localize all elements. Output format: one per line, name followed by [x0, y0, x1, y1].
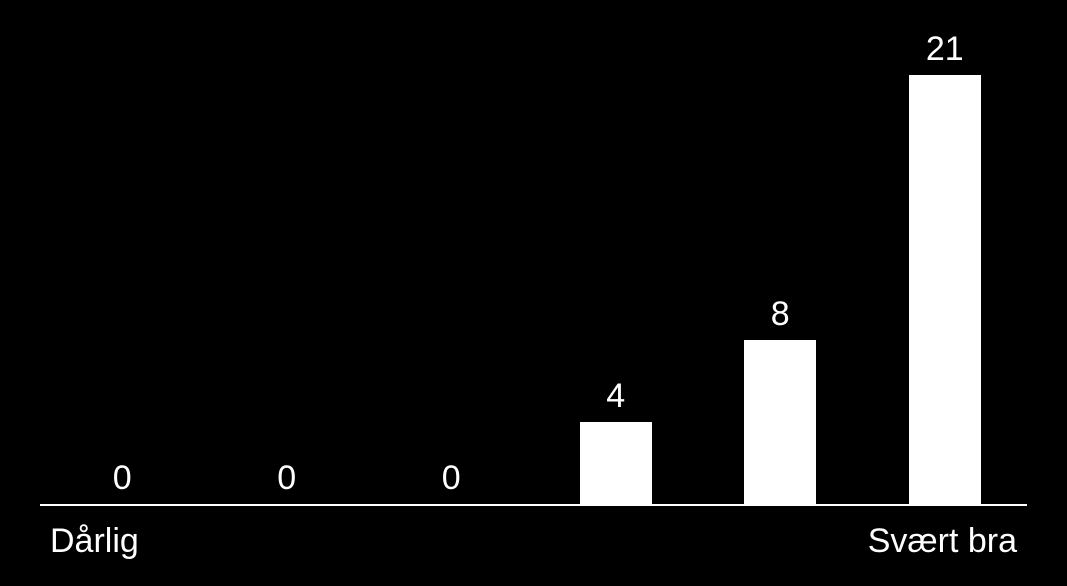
bar-rect [909, 75, 981, 504]
bar-value-label: 4 [606, 377, 625, 416]
bar-slot: 0 [369, 30, 534, 504]
bar-slot: 4 [534, 30, 699, 504]
bar-slot: 21 [863, 30, 1028, 504]
x-axis-labels: Dårlig Svært bra [40, 516, 1027, 566]
bar-chart: 0 0 0 4 8 21 Dårlig Svært bra [0, 0, 1067, 586]
bar-value-label: 21 [926, 30, 964, 69]
bar-value-label: 8 [771, 295, 790, 334]
x-axis-line [40, 504, 1027, 506]
bar-slot: 0 [205, 30, 370, 504]
x-axis-label-right: Svært bra [868, 522, 1017, 561]
bar-value-label: 0 [277, 459, 296, 498]
plot-area: 0 0 0 4 8 21 [40, 30, 1027, 506]
bar-rect [580, 422, 652, 504]
bar-slot: 8 [698, 30, 863, 504]
bar-slot: 0 [40, 30, 205, 504]
bar-value-label: 0 [113, 459, 132, 498]
bar-rect [744, 340, 816, 504]
bar-value-label: 0 [442, 459, 461, 498]
bars-container: 0 0 0 4 8 21 [40, 30, 1027, 504]
x-axis-label-left: Dårlig [50, 522, 139, 561]
